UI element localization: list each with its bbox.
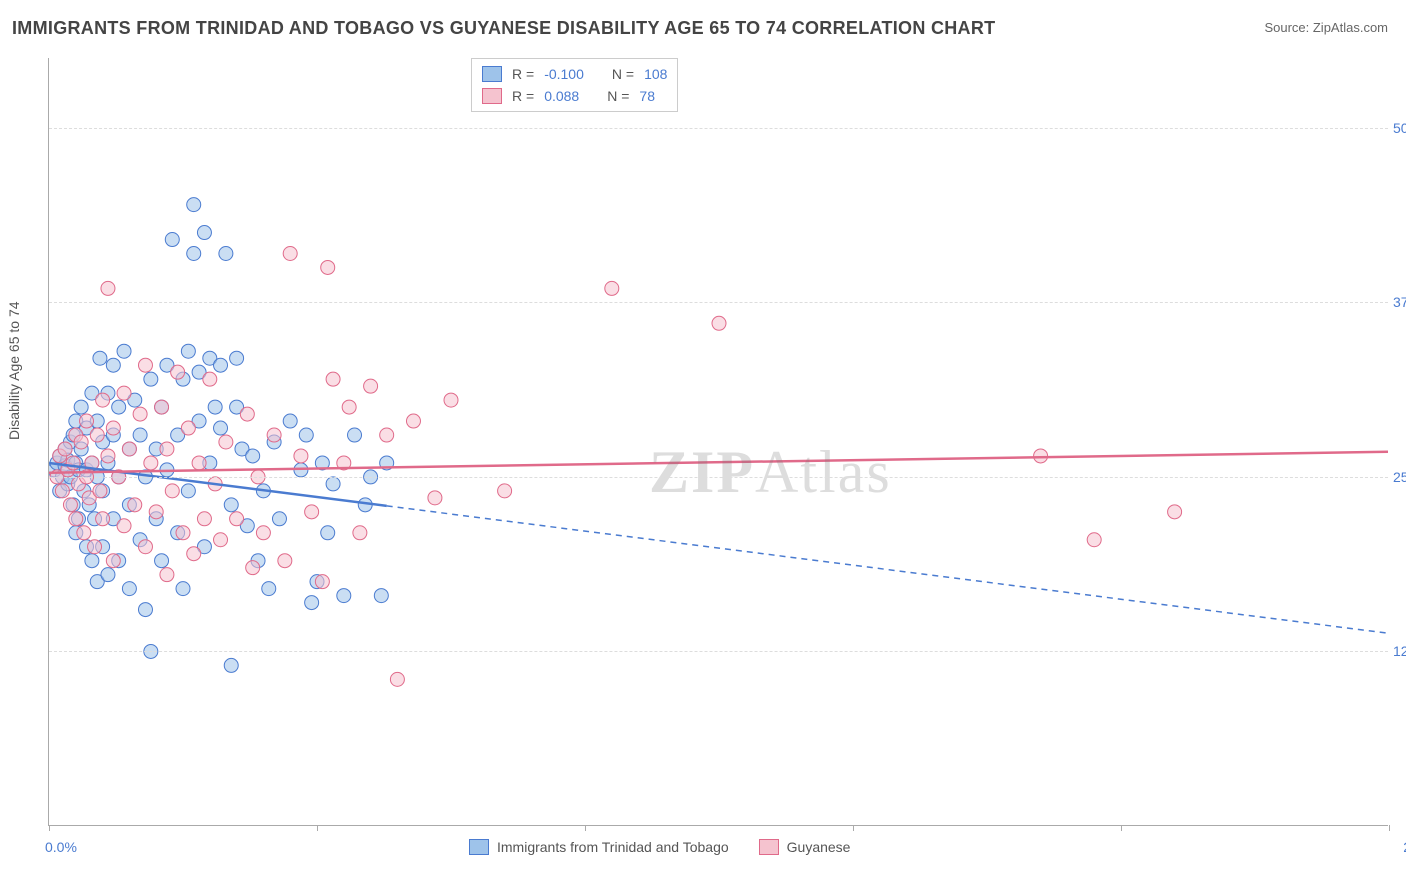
watermark-rest: Atlas [755, 439, 892, 505]
r-value-trinidad: -0.100 [544, 63, 584, 85]
plot-area: R = -0.100 N = 108 R = 0.088 N = 78 ZIPA… [48, 58, 1388, 826]
x-tick [853, 825, 854, 831]
y-tick-label: 12.5% [1393, 643, 1406, 659]
y-tick-label: 50.0% [1393, 120, 1406, 136]
x-tick [585, 825, 586, 831]
swatch-trinidad [482, 66, 502, 82]
r-value-guyanese: 0.088 [544, 85, 579, 107]
legend-row-trinidad: R = -0.100 N = 108 [482, 63, 667, 85]
swatch-trinidad-bottom [469, 839, 489, 855]
x-tick [49, 825, 50, 831]
chart-title: IMMIGRANTS FROM TRINIDAD AND TOBAGO VS G… [12, 18, 995, 39]
watermark-bold: ZIP [649, 439, 755, 505]
legend-row-guyanese: R = 0.088 N = 78 [482, 85, 667, 107]
legend-item-trinidad: Immigrants from Trinidad and Tobago [469, 839, 729, 855]
gridline [49, 302, 1388, 303]
x-tick-left: 0.0% [45, 839, 77, 855]
x-tick [1389, 825, 1390, 831]
correlation-legend: R = -0.100 N = 108 R = 0.088 N = 78 [471, 58, 678, 112]
legend-item-guyanese: Guyanese [759, 839, 851, 855]
gridline [49, 128, 1388, 129]
series-legend: Immigrants from Trinidad and Tobago Guya… [469, 839, 850, 855]
x-tick [1121, 825, 1122, 831]
n-value-trinidad: 108 [644, 63, 667, 85]
y-tick-label: 25.0% [1393, 469, 1406, 485]
chart-svg [49, 58, 1388, 825]
series-name-guyanese: Guyanese [787, 839, 851, 855]
swatch-guyanese-bottom [759, 839, 779, 855]
r-prefix: R = [512, 85, 534, 107]
n-prefix: N = [612, 63, 634, 85]
n-prefix: N = [607, 85, 629, 107]
watermark: ZIPAtlas [649, 438, 892, 507]
gridline [49, 651, 1388, 652]
y-axis-label: Disability Age 65 to 74 [6, 301, 22, 440]
source-attribution: Source: ZipAtlas.com [1264, 20, 1388, 35]
x-tick [317, 825, 318, 831]
swatch-guyanese [482, 88, 502, 104]
series-name-trinidad: Immigrants from Trinidad and Tobago [497, 839, 729, 855]
gridline [49, 477, 1388, 478]
r-prefix: R = [512, 63, 534, 85]
y-tick-label: 37.5% [1393, 294, 1406, 310]
n-value-guyanese: 78 [639, 85, 655, 107]
